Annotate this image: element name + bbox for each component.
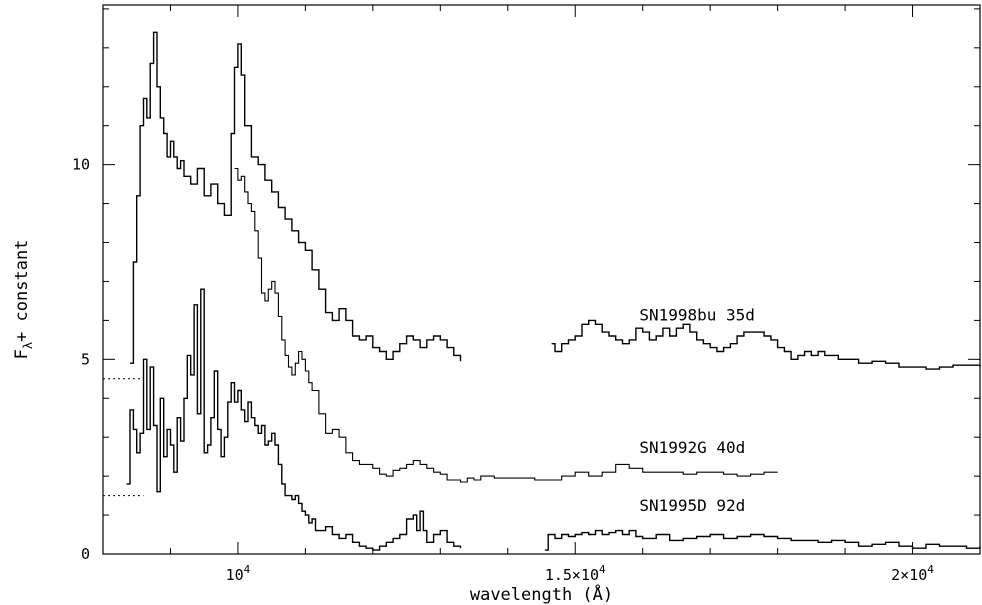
y-axis-title-subscript: λ: [21, 342, 35, 349]
axis-ticks: [103, 5, 981, 554]
series-label: SN1998bu 35d: [639, 305, 755, 324]
plot-frame: [102, 4, 981, 555]
series-label: SN1992G 40d: [639, 438, 745, 457]
series-line: [234, 167, 778, 483]
series-line: [544, 529, 981, 551]
x-tick-label: 2×104: [891, 563, 934, 584]
y-axis-title-tail: + constant: [12, 240, 32, 342]
x-tick-label: 1.5×104: [545, 563, 606, 584]
series-label: SN1995D 92d: [639, 496, 745, 515]
y-axis-title-main: F: [12, 349, 32, 359]
plot-area: [103, 31, 981, 555]
x-tick-label: 104: [226, 563, 251, 584]
series-line: [126, 288, 462, 551]
y-tick-label: 0: [81, 545, 90, 563]
y-tick-label: 10: [72, 156, 90, 174]
y-tick-label: 5: [81, 350, 90, 368]
series-line: [130, 31, 462, 364]
axis-labels: SN1998bu 35d SN1992G 40d SN1995D 92d 104 1.5…: [72, 156, 934, 584]
y-axis-title: Fλ+ constant: [12, 240, 35, 360]
series-line: [551, 319, 981, 370]
x-axis-title: wavelength (Å): [470, 583, 613, 605]
